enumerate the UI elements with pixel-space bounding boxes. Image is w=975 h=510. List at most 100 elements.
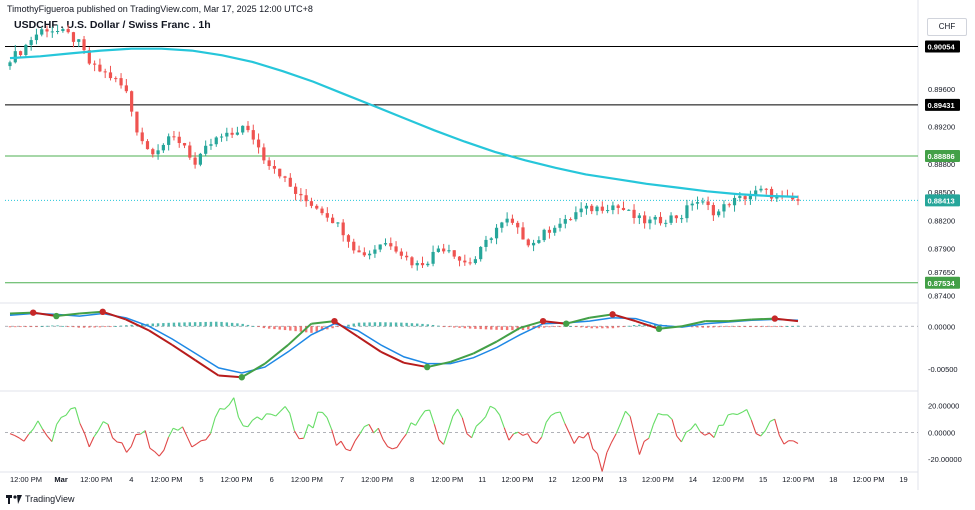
time-tick-label: 11 [478,475,486,484]
candle-body [685,205,689,219]
momentum-segment [452,408,459,417]
candle-body [463,260,467,263]
momentum-segment [536,436,542,444]
price-tick-label: 0.88800 [928,160,955,169]
momentum-segment [224,404,230,410]
momentum-segment [615,422,622,434]
momentum-segment [293,430,300,440]
momentum-segment [485,405,491,417]
momentum-segment [149,447,155,452]
macd-histogram-bar [791,325,794,327]
momentum-segment [359,426,365,435]
candle-body [288,177,292,187]
macd-histogram-bar [172,322,176,327]
momentum-segment [685,428,692,433]
macd-histogram-bar [363,322,366,327]
momentum-segment [163,437,170,451]
macd-histogram-bar [765,326,768,328]
macd-histogram-bar [722,326,726,328]
tradingview-logo-icon [6,494,22,504]
momentum-segment [56,417,62,425]
macd-histogram-bar [220,321,223,327]
macd-signal-segment [496,327,521,343]
candle-body [362,252,366,256]
momentum-segment [209,417,216,434]
momentum-segment [606,442,612,453]
macd-cross-dot [53,312,60,320]
time-tick-label: 15 [759,475,767,484]
macd-signal-segment [681,320,706,328]
macd-histogram-bar [141,324,144,327]
macd-histogram-bar [119,325,123,327]
macd-signal-segment [194,359,220,377]
candle-body [526,239,530,246]
momentum-segment [93,429,100,438]
candle-body [606,210,610,212]
macd-histogram-bar [463,326,467,329]
candle-body [637,215,641,219]
level-label: 0.88886 [928,152,955,161]
macd-histogram-bar [347,324,350,327]
candle-body [61,29,65,32]
momentum-segment [722,414,729,426]
candle-body [82,39,86,51]
macd-histogram-bar [754,326,757,328]
candle-body [130,91,134,112]
momentum-segment [587,432,594,450]
macd-histogram-bar [283,326,287,331]
momentum-segment [205,433,211,441]
publisher-info: TimothyFigueroa published on TradingView… [7,4,313,14]
macd-histogram-bar [215,321,218,327]
momentum-segment [126,446,132,453]
momentum-segment [480,416,487,423]
macd-histogram-bar [114,326,117,327]
momentum-pane [5,397,918,472]
momentum-segment [154,451,160,457]
candle-body [473,259,477,264]
momentum-segment [214,408,221,418]
macd-histogram-bar [61,325,65,327]
momentum-segment [638,441,645,455]
level-label: 0.87534 [928,279,956,288]
candle-body [172,136,176,138]
macd-histogram-bar [130,324,133,327]
tradingview-brand[interactable]: TradingView [6,494,75,504]
candle-body [204,145,208,154]
time-tick-label: 14 [689,475,697,484]
macd-histogram-bar [622,326,625,328]
macd-histogram-bar [495,326,498,330]
macd-signal-segment [635,320,660,330]
momentum-segment [457,408,463,419]
macd-histogram-bar [320,326,324,331]
macd-histogram-bar [574,326,578,328]
macd-signal-segment [79,310,103,315]
momentum-segment [648,424,654,439]
macd-histogram-bar [193,322,197,327]
candle-body [352,241,356,251]
momentum-segment [503,427,510,441]
candle-body [658,216,663,224]
brand-label: TradingView [25,494,75,504]
macd-histogram-bar [775,326,779,328]
candle-body [399,251,403,256]
macd-histogram-bar [643,324,646,327]
price-tick-label: 0.88200 [928,216,955,225]
macd-histogram-bar [236,323,239,327]
candle-body [516,222,520,228]
momentum-segment [196,440,202,445]
candle-body [87,50,91,64]
currency-button[interactable]: CHF [927,18,967,36]
momentum-segment [336,440,342,446]
macd-histogram-bar [442,326,445,328]
macd-histogram-bar [400,322,403,327]
momentum-segment [382,439,389,447]
macd-histogram-bar [77,326,80,328]
momentum-segment [490,405,496,410]
momentum-segment [28,428,34,435]
candle-body [389,243,393,247]
candle-body [590,205,594,212]
momentum-segment [23,434,30,442]
macd-histogram-bar [706,326,710,328]
candle-body [325,213,329,218]
